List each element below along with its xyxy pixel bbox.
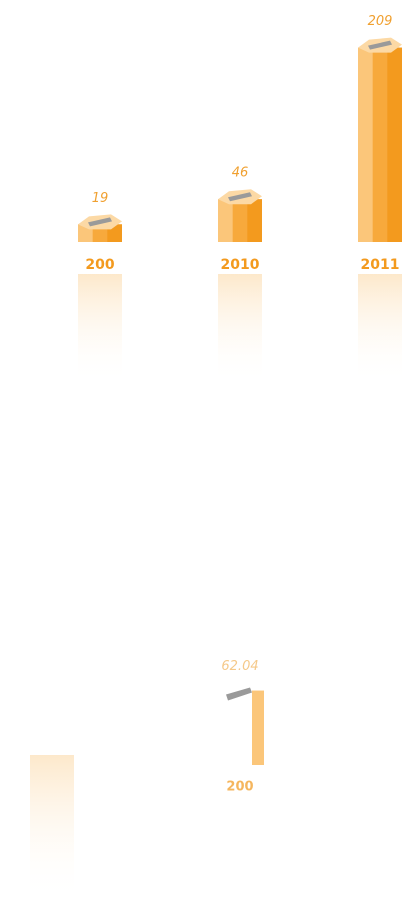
bar-shade — [387, 47, 402, 242]
value-label: 19 — [92, 191, 109, 206]
bar-reflection — [78, 274, 122, 384]
category-label: 2010 — [221, 257, 260, 273]
pencil-lead — [368, 40, 392, 50]
decor-reflection — [30, 755, 74, 900]
bar-shade — [247, 199, 262, 242]
pencil-lead — [228, 192, 252, 202]
value-label: 46 — [232, 166, 249, 181]
pencil-lead — [226, 687, 252, 701]
category-label: 2011 — [361, 257, 400, 273]
bar-shade — [218, 199, 233, 242]
value-label: 209 — [368, 14, 393, 29]
category-label: 200 — [226, 780, 253, 795]
bar — [252, 690, 264, 765]
bar-reflection — [358, 274, 402, 384]
bar-reflection — [218, 274, 262, 384]
value-label: 62.04 — [221, 659, 258, 674]
category-label: 200 — [85, 257, 114, 273]
bar-shade — [358, 47, 373, 242]
pencil-lead — [88, 217, 112, 227]
